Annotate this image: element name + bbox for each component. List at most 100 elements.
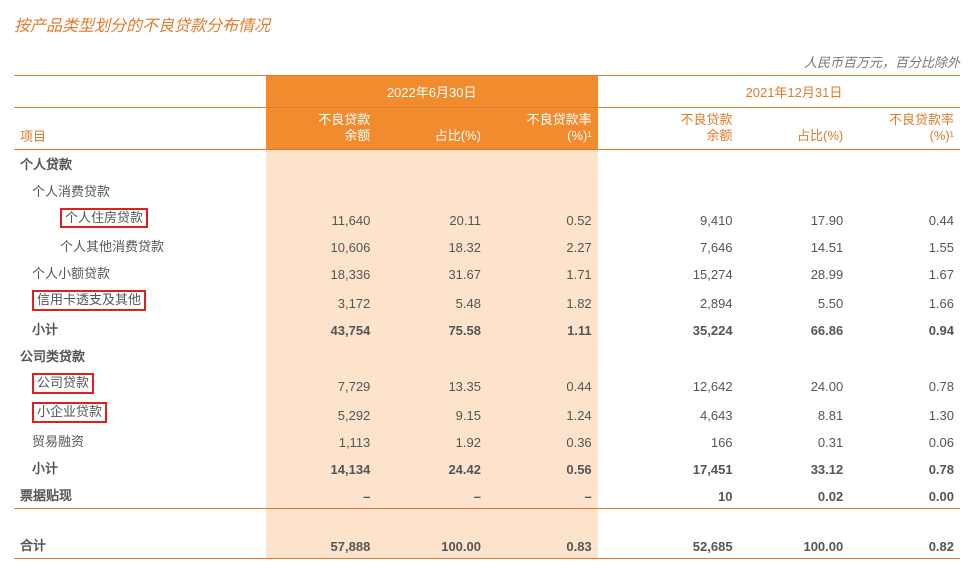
hdr-item: 项目 <box>14 108 266 150</box>
hdr-rate-current: 不良贷款率(%)¹ <box>487 108 598 150</box>
cell: 1.71 <box>487 259 598 286</box>
cell: 7,646 <box>628 232 739 259</box>
row-housing-loan: 个人住房贷款 11,640 20.11 0.52 9,410 17.90 0.4… <box>14 204 960 233</box>
row-bill-discount: 票据贴现 – – – 10 0.02 0.00 <box>14 481 960 509</box>
row-label: 个人住房贷款 <box>14 204 266 233</box>
section-personal: 个人贷款 <box>14 149 960 177</box>
row-label: 小计 <box>14 454 266 481</box>
cell: 0.06 <box>849 427 960 454</box>
cell: 0.44 <box>487 369 598 398</box>
cell: 35,224 <box>628 315 739 342</box>
cell: 52,685 <box>628 531 739 559</box>
cell: 10,606 <box>266 232 377 259</box>
unit-note: 人民币百万元，百分比除外 <box>14 52 960 71</box>
cell: 1.82 <box>487 286 598 315</box>
cell: 13.35 <box>376 369 487 398</box>
highlight-box: 小企业贷款 <box>32 402 107 423</box>
cell: 0.36 <box>487 427 598 454</box>
cell: 20.11 <box>376 204 487 233</box>
row-label: 个人小额贷款 <box>14 259 266 286</box>
cell: 18.32 <box>376 232 487 259</box>
cell: – <box>376 481 487 509</box>
cell: 17,451 <box>628 454 739 481</box>
cell: 2,894 <box>628 286 739 315</box>
hdr-rate-prior: 不良贷款率(%)¹ <box>849 108 960 150</box>
cell: 0.83 <box>487 531 598 559</box>
cell: 0.82 <box>849 531 960 559</box>
cell: 12,642 <box>628 369 739 398</box>
cell: 3,172 <box>266 286 377 315</box>
cell: 57,888 <box>266 531 377 559</box>
table-title: 按产品类型划分的不良贷款分布情况 <box>14 12 960 36</box>
cell: 4,643 <box>628 398 739 427</box>
row-label: 个人其他消费贷款 <box>14 232 266 259</box>
section-label: 公司类贷款 <box>14 342 266 369</box>
period-current: 2022年6月30日 <box>266 76 598 108</box>
cell: 28.99 <box>739 259 850 286</box>
npl-table: 2022年6月30日 2021年12月31日 项目 不良贷款余额 占比(%) 不… <box>14 75 960 559</box>
cell: 0.78 <box>849 454 960 481</box>
cell: 0.94 <box>849 315 960 342</box>
row-creditcard: 信用卡透支及其他 3,172 5.48 1.82 2,894 5.50 1.66 <box>14 286 960 315</box>
cell: 10 <box>628 481 739 509</box>
cell: 2.27 <box>487 232 598 259</box>
cell: 31.67 <box>376 259 487 286</box>
column-header-row: 项目 不良贷款余额 占比(%) 不良贷款率(%)¹ 不良贷款余额 占比(%) 不… <box>14 108 960 150</box>
row-label: 公司贷款 <box>14 369 266 398</box>
cell: 1,113 <box>266 427 377 454</box>
row-sme-loan: 小企业贷款 5,292 9.15 1.24 4,643 8.81 1.30 <box>14 398 960 427</box>
row-corp-subtotal: 小计 14,134 24.42 0.56 17,451 33.12 0.78 <box>14 454 960 481</box>
cell: 1.30 <box>849 398 960 427</box>
section-corp: 公司类贷款 <box>14 342 960 369</box>
row-label: 贸易融资 <box>14 427 266 454</box>
cell: 1.11 <box>487 315 598 342</box>
cell: 0.56 <box>487 454 598 481</box>
row-consumer-loan-header: 个人消费贷款 <box>14 177 960 204</box>
cell: 66.86 <box>739 315 850 342</box>
row-other-consumer: 个人其他消费贷款 10,606 18.32 2.27 7,646 14.51 1… <box>14 232 960 259</box>
cell: 5,292 <box>266 398 377 427</box>
section-label: 个人贷款 <box>14 149 266 177</box>
cell: 24.00 <box>739 369 850 398</box>
cell: 0.31 <box>739 427 850 454</box>
cell: 100.00 <box>376 531 487 559</box>
cell: 8.81 <box>739 398 850 427</box>
row-total: 合计 57,888 100.00 0.83 52,685 100.00 0.82 <box>14 531 960 559</box>
cell: 5.48 <box>376 286 487 315</box>
cell: 100.00 <box>739 531 850 559</box>
hdr-balance-prior: 不良贷款余额 <box>628 108 739 150</box>
cell: 5.50 <box>739 286 850 315</box>
period-prior: 2021年12月31日 <box>628 76 960 108</box>
cell: 18,336 <box>266 259 377 286</box>
highlight-box: 个人住房贷款 <box>60 208 148 229</box>
row-corp-loan: 公司贷款 7,729 13.35 0.44 12,642 24.00 0.78 <box>14 369 960 398</box>
row-micro-loan: 个人小额贷款 18,336 31.67 1.71 15,274 28.99 1.… <box>14 259 960 286</box>
cell: 9.15 <box>376 398 487 427</box>
cell: 43,754 <box>266 315 377 342</box>
cell: – <box>266 481 377 509</box>
hdr-balance-current: 不良贷款余额 <box>266 108 377 150</box>
cell: 11,640 <box>266 204 377 233</box>
cell: 0.02 <box>739 481 850 509</box>
row-label: 小企业贷款 <box>14 398 266 427</box>
row-trade-finance: 贸易融资 1,113 1.92 0.36 166 0.31 0.06 <box>14 427 960 454</box>
cell: 15,274 <box>628 259 739 286</box>
cell: 1.55 <box>849 232 960 259</box>
cell: 0.00 <box>849 481 960 509</box>
cell: 9,410 <box>628 204 739 233</box>
spacer-row <box>14 509 960 532</box>
period-row: 2022年6月30日 2021年12月31日 <box>14 76 960 108</box>
cell: 33.12 <box>739 454 850 481</box>
highlight-box: 公司贷款 <box>32 373 94 394</box>
cell: 14.51 <box>739 232 850 259</box>
cell: 1.24 <box>487 398 598 427</box>
cell: 24.42 <box>376 454 487 481</box>
cell: – <box>487 481 598 509</box>
row-label: 小计 <box>14 315 266 342</box>
cell: 1.66 <box>849 286 960 315</box>
hdr-pct-prior: 占比(%) <box>739 108 850 150</box>
cell: 7,729 <box>266 369 377 398</box>
cell: 14,134 <box>266 454 377 481</box>
row-label: 个人消费贷款 <box>14 177 266 204</box>
hdr-pct-current: 占比(%) <box>376 108 487 150</box>
